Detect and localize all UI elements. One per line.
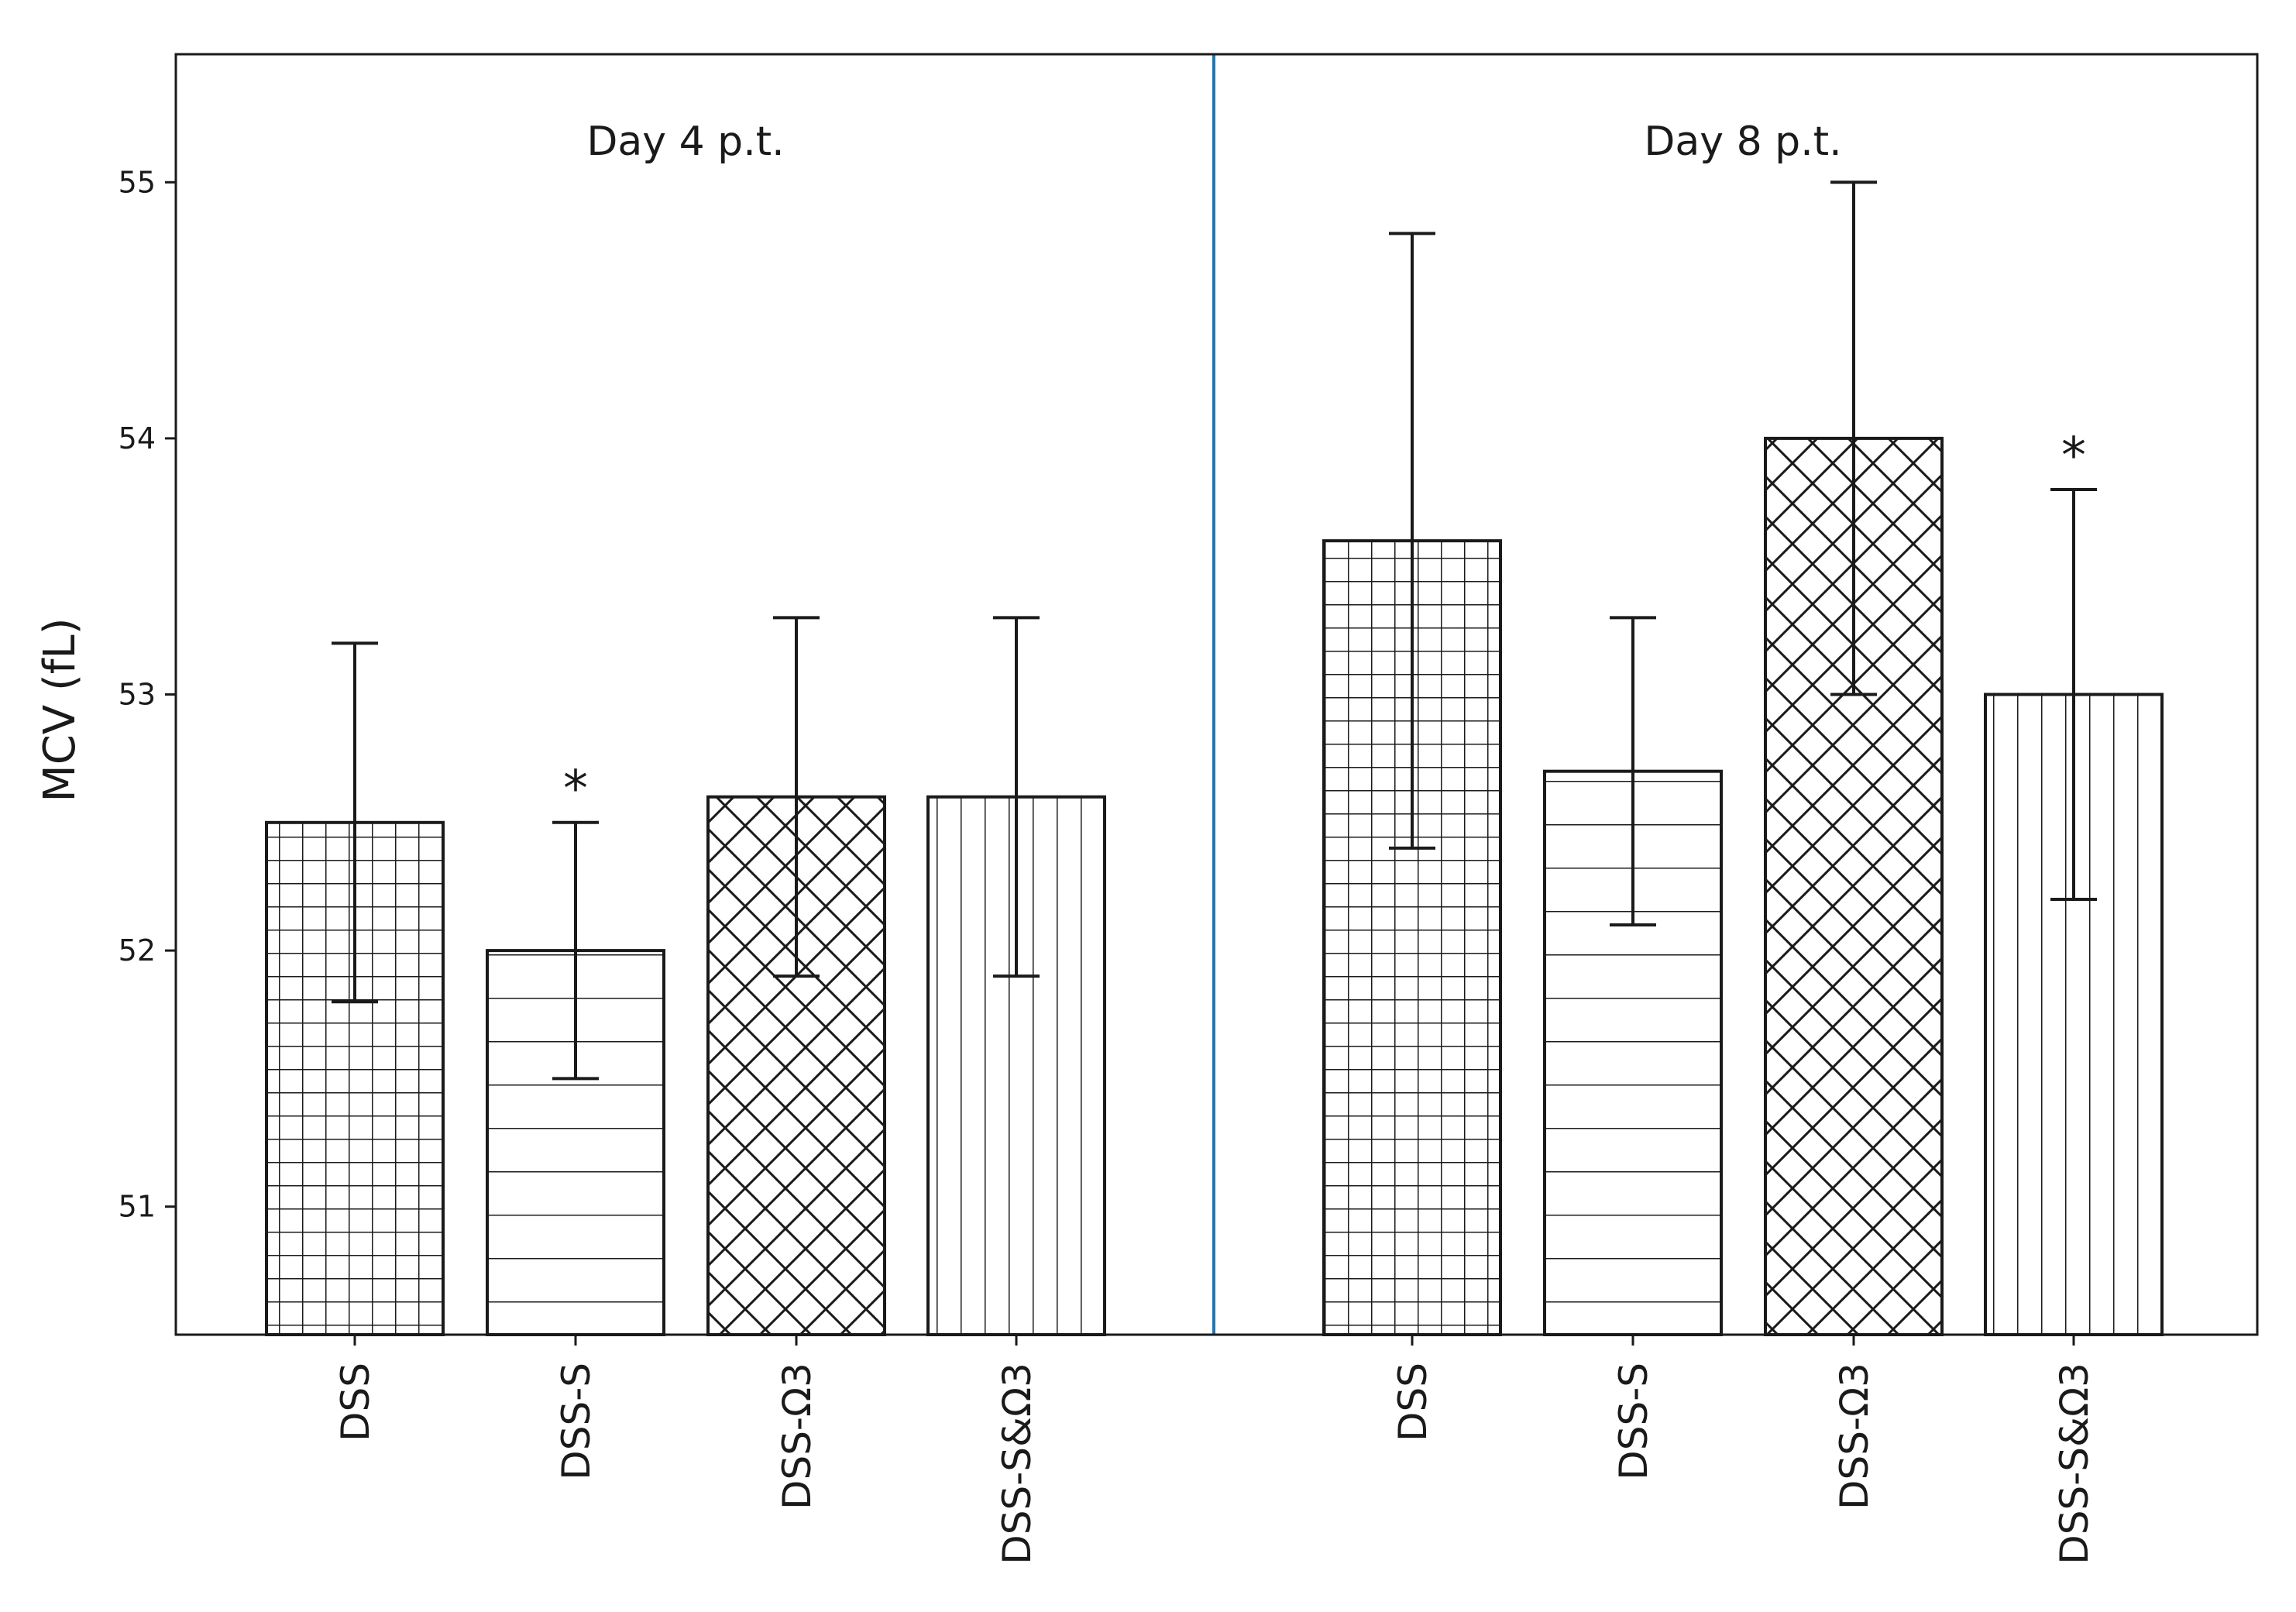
x-tick-label: DSS-S&Ω3 <box>995 1363 1040 1565</box>
x-tick-label: DSS-Ω3 <box>1832 1363 1877 1510</box>
x-tick-label: DSS-S&Ω3 <box>2052 1363 2097 1565</box>
group-label-day8: Day 8 p.t. <box>1644 119 1841 165</box>
y-tick-label: 53 <box>119 678 156 712</box>
y-tick-label: 51 <box>119 1190 156 1224</box>
x-tick-label: DSS-Ω3 <box>775 1363 820 1510</box>
x-tick-label: DSS <box>1390 1363 1435 1442</box>
y-tick-label: 52 <box>119 933 156 968</box>
y-axis: 51 52 53 54 55 <box>119 165 176 1224</box>
x-tick-label: DSS-S <box>554 1363 599 1480</box>
x-tick-label: DSS-S <box>1611 1363 1656 1480</box>
y-tick-label: 54 <box>119 421 156 455</box>
y-tick-label: 55 <box>119 165 156 199</box>
significance-marker: * <box>563 761 588 818</box>
y-axis-label: MCV (fL) <box>35 617 85 802</box>
x-tick-label: DSS <box>333 1363 378 1442</box>
group-label-day4: Day 4 p.t. <box>586 119 784 165</box>
error-bars-layer <box>332 180 2097 1081</box>
significance-marker: * <box>2061 428 2086 485</box>
annotations-layer: ** <box>563 428 2086 818</box>
x-axis: DSS DSS-S DSS-Ω3 DSS-S&Ω3 DSS DSS-S DSS-Ω3 DSS-… <box>333 1335 2097 1565</box>
